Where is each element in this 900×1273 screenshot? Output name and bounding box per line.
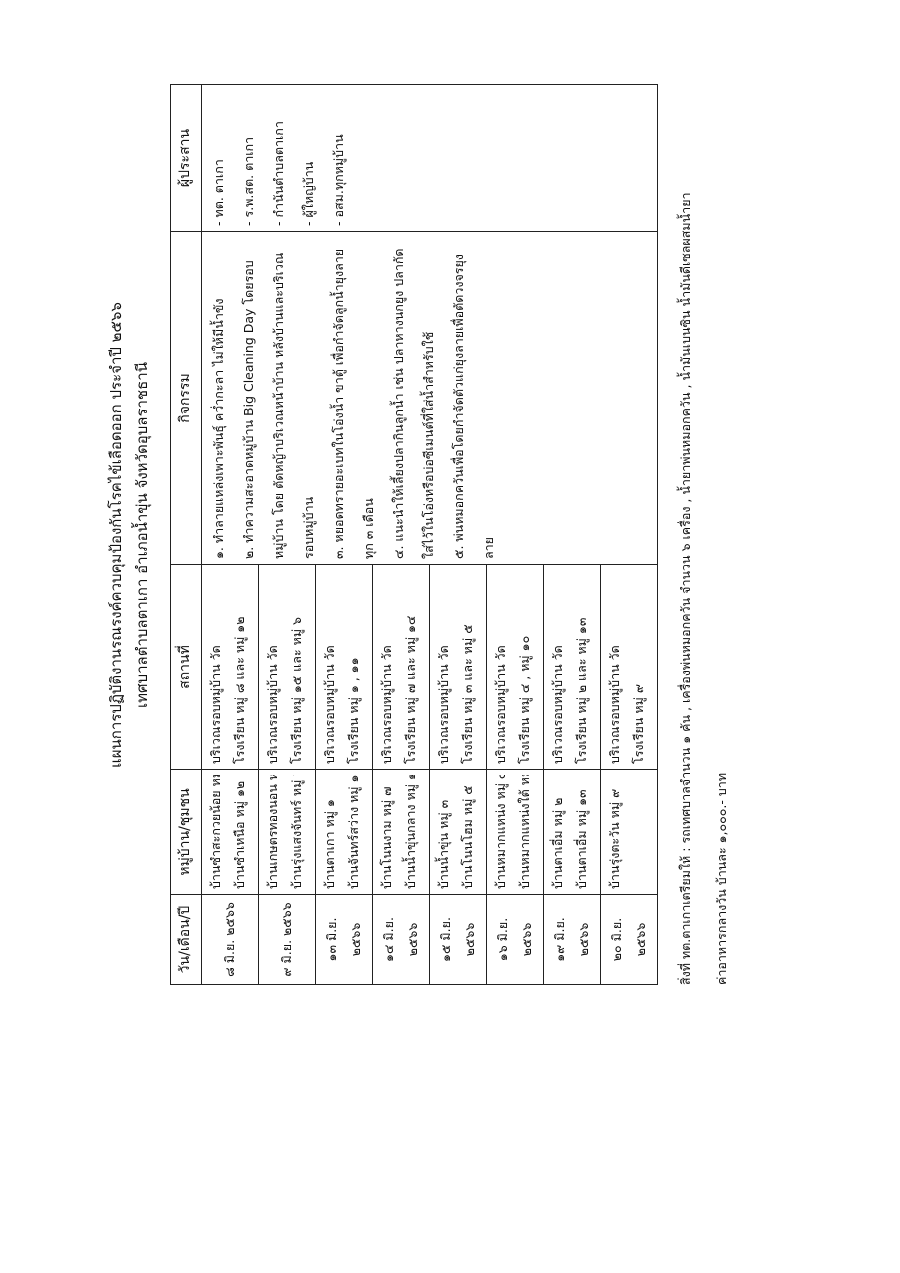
column-header: กิจกรรม	[170, 231, 202, 565]
village-cell: บ้านรุ่งตะวัน หมู่ ๙	[600, 769, 658, 895]
village-line: บ้านโนนงาม หมู่ ๗	[379, 786, 394, 890]
village-line: บ้านตาเอี่ม หมู่ ๑๓	[574, 789, 589, 889]
place-cell: บริเวณรอบหมู่บ้าน วัด โรงเรียน หมู่ ๗ และ…	[372, 564, 430, 770]
place-line: บริเวณรอบหมู่บ้าน วัด	[265, 645, 280, 764]
coordinator: - อสม.ทุกหมู่บ้าน	[331, 134, 346, 226]
village-line: บ้านเกษตรทองนอน หมู่ ๑๕	[265, 775, 280, 889]
village-cell: บ้านซำสะกวยน้อย หมู่ ๘ บ้านซำเหนือ หมู่ ๑…	[201, 769, 259, 895]
activity: ๒. ทำความสะอาดหมู่บ้าน Big Cleaning Day …	[241, 252, 316, 559]
village-cell: บ้านตาเกา หมู่ ๑ บ้านจันทร์สว่าง หมู่ ๑๑	[315, 769, 373, 895]
date-cell: ๑๔ มิ.ย. ๒๕๖๖	[372, 894, 430, 985]
place-line: บริเวณรอบหมู่บ้าน วัด	[607, 645, 622, 764]
footer-line: สิ่งที่ ทต.ตาเกาเตรียมให้ : รถเทศบาลจำนว…	[678, 192, 693, 985]
village-cell: บ้านหมากแหน่ง หมู่ ๔ บ้านหมากแหน่งใต้ หมู…	[486, 769, 544, 895]
place-line: โรงเรียน หมู่ ๔ , หมู่ ๑๐	[517, 635, 532, 764]
schedule-table: วัน/เดือน/ปี หมู่บ้าน/ชุมชน สถานที่ กิจกรรม…	[170, 84, 658, 985]
village-line: บ้านน้ำขุ่น หมู่ ๓	[436, 799, 451, 889]
village-cell: บ้านตาเอี่ม หมู่ ๒ บ้านตาเอี่ม หมู่ ๑๓	[543, 769, 601, 895]
village-line: บ้านหมากแหน่ง หมู่ ๔	[493, 775, 508, 889]
date-cell: ๑๖ มิ.ย. ๒๕๖๖	[486, 894, 544, 985]
village-cell: บ้านโนนงาม หมู่ ๗ บ้านน้ำขุ่นกลาง หมู่ ๑๔	[372, 769, 430, 895]
village-line: บ้านโนนโฮม หมู่ ๕	[460, 785, 475, 889]
column-header: ผู้ประสาน	[170, 84, 202, 232]
village-line: บ้านจันทร์สว่าง หมู่ ๑๑	[346, 775, 361, 889]
coordinator: - ร.พ.สต. ตาเกา	[241, 136, 256, 226]
place-cell: บริเวณรอบหมู่บ้าน วัด โรงเรียน หมู่ ๑ , ๑…	[315, 564, 373, 770]
place-cell: บริเวณรอบหมู่บ้าน วัด โรงเรียน หมู่ ๘ และ…	[201, 564, 259, 770]
column-header: สถานที่	[170, 564, 202, 770]
date-cell: ๘ มิ.ย. ๒๕๖๖	[201, 894, 259, 985]
place-line: บริเวณรอบหมู่บ้าน วัด	[493, 645, 508, 764]
village-line: บ้านรุ่งแสงจันทร์ หมู่ ๖	[289, 775, 304, 889]
date-cell: ๑๕ มิ.ย. ๒๕๖๖	[429, 894, 487, 985]
place-cell: บริเวณรอบหมู่บ้าน วัด โรงเรียน หมู่ ๔ , ห…	[486, 564, 544, 770]
place-line: บริเวณรอบหมู่บ้าน วัด	[208, 645, 223, 764]
footer-line: ค่าอาหารกลางวัน บ้านละ ๑,๐๐๐.- บาท	[714, 772, 729, 985]
village-line: บ้านซำเหนือ หมู่ ๑๒	[232, 780, 247, 889]
village-line: บ้านน้ำขุ่นกลาง หมู่ ๑๔	[403, 775, 418, 889]
village-line: บ้านหมากแหน่งใต้ หมู่ ๑๐	[517, 775, 532, 889]
activity: ๔. แนะนำให้เลี้ยงปลากินลูกน้ำ เช่น ปลาหา…	[391, 248, 436, 559]
place-line: บริเวณรอบหมู่บ้าน วัด	[322, 645, 337, 764]
place-line: โรงเรียน หมู่ ๓ และ หมู่ ๕	[460, 624, 475, 764]
coordinators-cell: - ทต. ตาเกา - ร.พ.สต. ตาเกา - กำนันตำบลตาเ…	[201, 84, 658, 232]
activity: ๕. พ่นหมอกควันเพื่อโดยกำจัดตัวแก่ยุงลายเ…	[451, 254, 496, 559]
date-cell: ๒๐ มิ.ย. ๒๕๖๖	[600, 894, 658, 985]
date-cell: ๑๓ มิ.ย. ๒๕๖๖	[315, 894, 373, 985]
place-line: โรงเรียน หมู่ ๒ และ หมู่ ๑๓	[574, 617, 589, 764]
title: แผนการปฏิบัติงานรณรงค์ควบคุมป้องกันโรคไข…	[107, 302, 125, 768]
place-line: โรงเรียน หมู่ ๑๕ และ หมู่ ๖	[289, 617, 304, 764]
column-header: หมู่บ้าน/ชุมชน	[170, 769, 202, 895]
activity: ๑. ทำลายแหล่งเพาะพันธุ์ คว่ำกะลา ไม่ให้ม…	[211, 298, 226, 560]
place-cell: บริเวณรอบหมู่บ้าน วัด โรงเรียน หมู่ ๙	[600, 564, 658, 770]
village-cell: บ้านเกษตรทองนอน หมู่ ๑๕ บ้านรุ่งแสงจันทร์…	[258, 769, 316, 895]
coordinator: - กำนันตำบลตาเกา	[271, 121, 286, 226]
subtitle: เทศบาลตำบลตาเกา อำเภอน้ำขุ่น จังหวัดอุบล…	[133, 362, 151, 708]
village-line: บ้านตาเกา หมู่ ๑	[322, 799, 337, 889]
place-cell: บริเวณรอบหมู่บ้าน วัด โรงเรียน หมู่ ๒ และ…	[543, 564, 601, 770]
coordinator: - ผู้ใหญ่บ้าน	[301, 161, 316, 226]
place-line: บริเวณรอบหมู่บ้าน วัด	[436, 645, 451, 764]
activities-cell: ๑. ทำลายแหล่งเพาะพันธุ์ คว่ำกะลา ไม่ให้ม…	[201, 231, 658, 565]
place-line: โรงเรียน หมู่ ๑ , ๑๑	[346, 657, 361, 764]
date-cell: ๑๙ มิ.ย. ๒๕๖๖	[543, 894, 601, 985]
place-cell: บริเวณรอบหมู่บ้าน วัด โรงเรียน หมู่ ๑๕ แล…	[258, 564, 316, 770]
header-row: วัน/เดือน/ปี หมู่บ้าน/ชุมชน สถานที่ กิจกรรม…	[170, 84, 202, 985]
place-cell: บริเวณรอบหมู่บ้าน วัด โรงเรียน หมู่ ๓ และ…	[429, 564, 487, 770]
place-line: โรงเรียน หมู่ ๗ และ หมู่ ๑๔	[403, 615, 418, 764]
date-cell: ๙ มิ.ย. ๒๕๖๖	[258, 894, 316, 985]
place-line: โรงเรียน หมู่ ๙	[631, 684, 646, 764]
village-line: บ้านตาเอี่ม หมู่ ๒	[550, 797, 565, 889]
place-line: บริเวณรอบหมู่บ้าน วัด	[379, 645, 394, 764]
village-cell: บ้านน้ำขุ่น หมู่ ๓ บ้านโนนโฮม หมู่ ๕	[429, 769, 487, 895]
place-line: โรงเรียน หมู่ ๘ และ หมู่ ๑๒	[232, 616, 247, 764]
village-line: บ้านรุ่งตะวัน หมู่ ๙	[607, 788, 622, 889]
table-body: ๘ มิ.ย. ๒๕๖๖ บ้านซำสะกวยน้อย หมู่ ๘บ้านซำ…	[201, 84, 658, 985]
activity: ๓. หยอดทรายอะเบทในโอ่งน้ำ ขาตู้ เพื่อกำจ…	[331, 248, 376, 559]
table-row: ๘ มิ.ย. ๒๕๖๖ บ้านซำสะกวยน้อย หมู่ ๘บ้านซำ…	[201, 84, 658, 985]
column-header: วัน/เดือน/ปี	[170, 894, 202, 985]
village-line: บ้านซำสะกวยน้อย หมู่ ๘	[208, 775, 223, 889]
coordinator: - ทต. ตาเกา	[211, 159, 226, 226]
place-line: บริเวณรอบหมู่บ้าน วัด	[550, 645, 565, 764]
